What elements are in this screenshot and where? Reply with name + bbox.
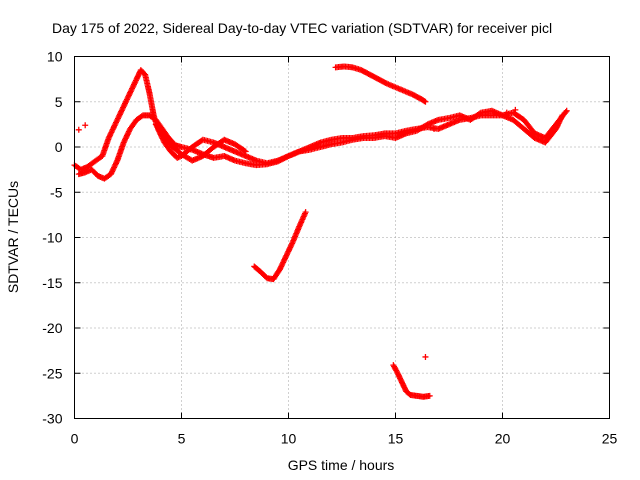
data-point — [421, 98, 428, 105]
data-point — [82, 122, 89, 129]
data-point — [562, 109, 569, 116]
data-point — [503, 109, 510, 116]
series-main-trace-c — [152, 121, 249, 164]
y-tick-labels: -30 -25 -20 -15 -10 -5 0 5 10 — [42, 49, 62, 427]
data-point — [476, 110, 483, 117]
data-point — [426, 392, 433, 399]
data-point — [422, 353, 429, 360]
x-tick-label: 5 — [178, 431, 186, 447]
chart-title: Day 175 of 2022, Sidereal Day-to-day VTE… — [52, 20, 552, 36]
data-marks — [71, 63, 570, 400]
y-tick-label: -20 — [42, 320, 62, 336]
y-tick-label: -15 — [42, 275, 62, 291]
y-tick-label: 10 — [47, 49, 63, 65]
data-point — [512, 106, 519, 113]
y-axis-label: SDTVAR / TECUs — [5, 181, 21, 293]
data-point — [422, 98, 429, 105]
y-tick-label: -25 — [42, 365, 62, 381]
x-tick-label: 15 — [388, 431, 404, 447]
y-tick-label: -5 — [50, 184, 63, 200]
series-segment-8-11h — [251, 209, 309, 283]
data-point — [559, 112, 566, 119]
series-main-trace-b — [75, 107, 566, 182]
data-point — [284, 153, 291, 160]
x-tick-labels: 0 5 10 15 20 25 — [71, 431, 618, 447]
series-segment-15-17h — [390, 362, 433, 400]
data-point — [431, 125, 438, 132]
data-point — [563, 107, 570, 114]
data-point — [75, 126, 82, 133]
plot-frame — [74, 56, 610, 419]
series-segment-12-17h — [332, 63, 429, 105]
x-tick-label: 0 — [71, 431, 79, 447]
x-tick-label: 20 — [495, 431, 511, 447]
x-tick-label: 25 — [602, 431, 618, 447]
x-tick-label: 10 — [281, 431, 297, 447]
data-point — [242, 148, 249, 155]
y-tick-label: 5 — [55, 94, 63, 110]
series-isolated-points — [75, 106, 519, 360]
y-tick-label: -10 — [42, 230, 62, 246]
series-main-trace-a — [71, 67, 570, 173]
y-tick-label: 0 — [55, 139, 63, 155]
data-point — [302, 209, 309, 216]
y-tick-label: -30 — [42, 411, 62, 427]
data-point — [241, 147, 248, 154]
x-axis-label: GPS time / hours — [288, 457, 395, 473]
